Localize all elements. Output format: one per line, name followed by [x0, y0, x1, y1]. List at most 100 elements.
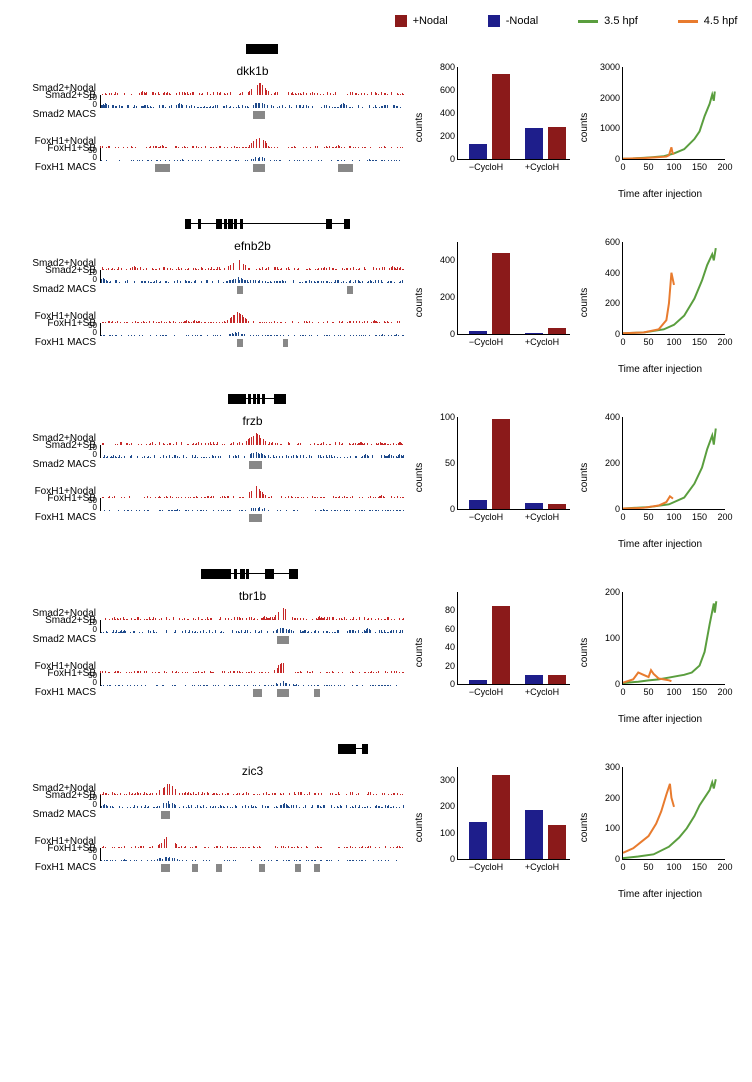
bar-plus	[492, 775, 510, 859]
exon	[289, 569, 298, 579]
track-label: Smad2 MACS	[5, 634, 100, 645]
bar-plus	[548, 825, 566, 859]
gene-schematic	[100, 217, 405, 237]
smad2-sb-track	[100, 795, 405, 808]
foxh1-nodal-track	[100, 835, 405, 848]
y-tick: 0	[595, 854, 623, 864]
x-cat-label: +CycloH	[525, 859, 559, 872]
track-label: FoxH1 MACS	[5, 687, 100, 698]
line-35hpf	[578, 20, 598, 23]
smad2-macs-track	[100, 460, 405, 470]
smad2-macs-track	[100, 635, 405, 645]
line-plot-area: 0100020003000050100150200	[622, 67, 725, 160]
foxh1-track-group: FoxH1+Nodal500FoxH1+SBFoxH1 MACS	[5, 660, 405, 699]
x-tick: 50	[643, 509, 653, 522]
y-tick: 0	[430, 854, 458, 864]
series-45	[623, 496, 673, 508]
x-tick: 50	[643, 684, 653, 697]
bar-plot-area: 0200400600800−CycloH+CycloH	[457, 67, 570, 160]
y-axis-label: counts	[579, 288, 590, 317]
x-cat-label: +CycloH	[525, 509, 559, 522]
legend-minus-nodal: -Nodal	[488, 15, 538, 27]
smad2-track-group: Smad2+Nodal100Smad2+SBSmad2 MACS	[5, 607, 405, 646]
track-label: FoxH1+SB	[5, 318, 100, 329]
gene-row-efnb2b: efnb2bSmad2+Nodal100Smad2+SBSmad2 MACSFo…	[5, 217, 747, 357]
foxh1-nodal-track	[100, 660, 405, 673]
y-axis-label: counts	[579, 638, 590, 667]
scale-zero: 0	[5, 680, 100, 686]
foxh1-sb-track	[100, 498, 405, 511]
bar-plus	[548, 127, 566, 159]
gene-schematic	[100, 392, 405, 412]
bar-chart: counts0200400−CycloH+CycloH	[425, 237, 575, 357]
x-tick: 200	[717, 684, 732, 697]
smad2-nodal-track	[100, 432, 405, 445]
line-chart: counts0100200050100150200Time after inje…	[590, 587, 730, 707]
series-35	[623, 601, 716, 683]
charts-panel: counts0200400600800−CycloH+CycloHcounts0…	[425, 42, 730, 182]
smad2-nodal-track	[100, 782, 405, 795]
scale-zero: 0	[5, 627, 100, 633]
gene-name: dkk1b	[100, 64, 405, 78]
gene-schematic	[100, 567, 405, 587]
y-tick: 0	[430, 329, 458, 339]
y-tick: 100	[595, 823, 623, 833]
track-label: Smad2 MACS	[5, 459, 100, 470]
gene-row-frzb: frzbSmad2+Nodal100Smad2+SBSmad2 MACSFoxH…	[5, 392, 747, 532]
series-45	[623, 273, 674, 334]
y-tick: 400	[430, 255, 458, 265]
line-svg	[623, 67, 725, 159]
bar-minus	[525, 810, 543, 859]
legend-label: 3.5 hpf	[604, 15, 638, 27]
y-axis-label: counts	[414, 463, 425, 492]
track-label: Smad2 MACS	[5, 284, 100, 295]
bar-chart: counts020406080−CycloH+CycloH	[425, 587, 575, 707]
exon	[362, 744, 368, 754]
scale-zero: 0	[5, 452, 100, 458]
scale-zero: 0	[5, 155, 100, 161]
x-tick: 50	[643, 159, 653, 172]
foxh1-sb-track	[100, 148, 405, 161]
line-chart: counts0200400600050100150200Time after i…	[590, 237, 730, 357]
x-tick: 0	[620, 334, 625, 347]
x-tick: 150	[692, 509, 707, 522]
y-tick: 200	[430, 801, 458, 811]
x-tick: 100	[666, 859, 681, 872]
y-tick: 2000	[595, 93, 623, 103]
legend-plus-nodal: +Nodal	[395, 15, 448, 27]
line-svg	[623, 592, 725, 684]
gene-name: frzb	[100, 414, 405, 428]
gene-name: zic3	[100, 764, 405, 778]
tracks-panel: efnb2bSmad2+Nodal100Smad2+SBSmad2 MACSFo…	[5, 217, 405, 355]
bar-minus	[525, 675, 543, 684]
y-tick: 100	[430, 412, 458, 422]
exon	[338, 744, 356, 754]
y-tick: 0	[595, 329, 623, 339]
exon	[260, 44, 268, 54]
track-label: Smad2+SB	[5, 265, 100, 276]
charts-panel: counts0100200300−CycloH+CycloHcounts0100…	[425, 742, 730, 882]
exon	[228, 219, 233, 229]
x-tick: 150	[692, 334, 707, 347]
gene-row-zic3: zic3Smad2+Nodal100Smad2+SBSmad2 MACSFoxH…	[5, 742, 747, 882]
track-label: FoxH1+SB	[5, 668, 100, 679]
y-axis-label: counts	[414, 113, 425, 142]
foxh1-macs-track	[100, 863, 405, 873]
y-tick: 600	[595, 237, 623, 247]
scale-zero: 0	[5, 855, 100, 861]
y-tick: 300	[430, 775, 458, 785]
exon	[262, 394, 265, 404]
tracks-panel: zic3Smad2+Nodal100Smad2+SBSmad2 MACSFoxH…	[5, 742, 405, 880]
y-tick: 40	[430, 642, 458, 652]
track-label: Smad2+SB	[5, 790, 100, 801]
y-tick: 0	[595, 679, 623, 689]
track-label: Smad2+SB	[5, 90, 100, 101]
y-tick: 0	[430, 679, 458, 689]
gene-schematic	[100, 42, 405, 62]
x-tick: 200	[717, 509, 732, 522]
foxh1-macs-track	[100, 513, 405, 523]
gene-name: efnb2b	[100, 239, 405, 253]
swatch-plus-nodal	[395, 15, 407, 27]
exon	[201, 569, 232, 579]
x-axis-label: Time after injection	[595, 364, 725, 375]
